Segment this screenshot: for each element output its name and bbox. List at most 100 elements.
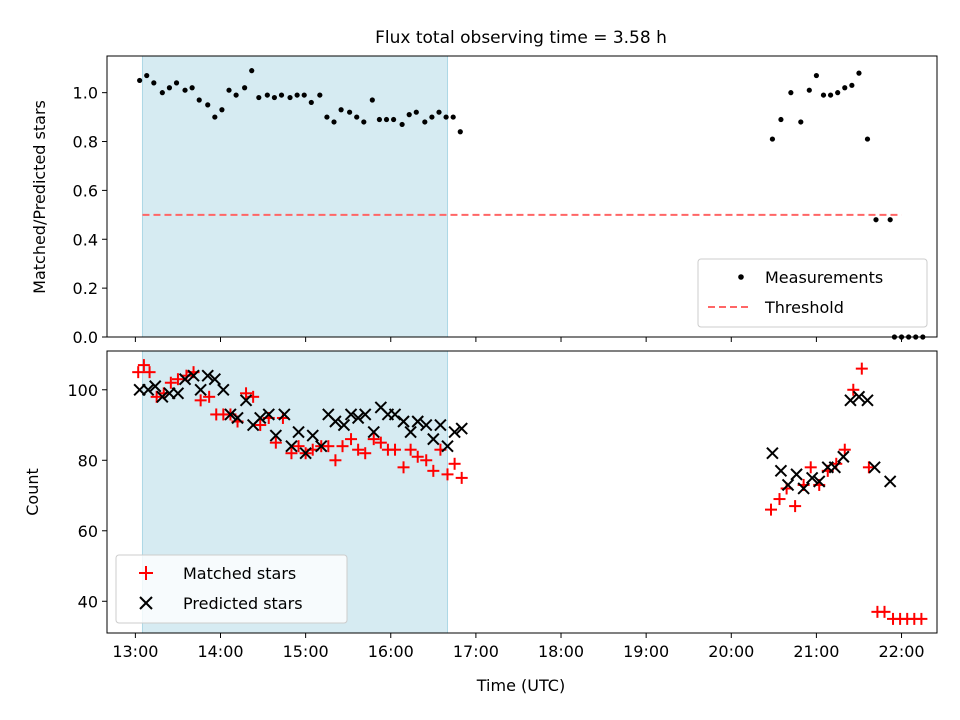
predicted-star-point [367, 425, 380, 439]
measurement-point [436, 109, 442, 115]
predicted-star-point [781, 478, 795, 492]
predicted-star-point [813, 475, 826, 488]
ratio-shaded-span [141, 55, 449, 338]
measurement-point [399, 121, 405, 128]
matched-star-point [878, 605, 891, 618]
measurement-point [842, 85, 848, 91]
matched-star-point [150, 390, 163, 403]
legend-predicted-label: Predicted stars [183, 594, 303, 613]
x-tick-label: 22:00 [878, 642, 924, 661]
matched-star-point [137, 359, 150, 372]
predicted-star-point [187, 369, 200, 382]
ratio-y-tick-label: 0.0 [73, 328, 98, 347]
measurement-point [249, 68, 255, 74]
measurement-point [317, 92, 323, 98]
measurement-point [144, 72, 150, 79]
matched-star-point [789, 500, 802, 513]
x-tick-label: 16:00 [368, 642, 414, 661]
measurement-point [205, 102, 211, 108]
matched-star-point [336, 440, 349, 453]
measurement-point [769, 136, 776, 142]
x-tick-label: 18:00 [538, 642, 584, 661]
count-legend: Matched stars Predicted stars [115, 554, 348, 624]
predicted-star-point [420, 418, 433, 432]
measurement-point [443, 114, 449, 120]
predicted-star-points [133, 369, 897, 495]
count-y-tick-label: 80 [78, 451, 98, 470]
predicted-star-point [868, 461, 881, 474]
matched-star-point [862, 461, 875, 474]
predicted-star-point [269, 429, 283, 442]
matched-star-point [411, 450, 424, 463]
predicted-star-point [774, 464, 788, 478]
count-y-axis-label: Count [23, 468, 42, 516]
measurement-point [376, 116, 383, 123]
measurement-points [137, 68, 926, 340]
legend-matched-label: Matched stars [183, 564, 296, 583]
matched-star-point [765, 503, 777, 516]
predicted-star-point [315, 439, 328, 453]
predicted-star-point [201, 369, 214, 382]
predicted-star-point [344, 408, 358, 421]
matched-star-point [855, 362, 868, 375]
predicted-star-point [455, 422, 468, 435]
count-y-tick-label: 60 [78, 522, 98, 541]
predicted-star-point [861, 394, 874, 407]
predicted-star-point [178, 372, 192, 386]
measurement-point [189, 85, 195, 91]
measurement-point [429, 114, 435, 120]
matched-star-points [132, 359, 928, 625]
measurement-point [331, 119, 337, 125]
ratio-y-axis-label: Matched/Predicted stars [30, 100, 49, 294]
ratio-y-tick-label: 1.0 [73, 84, 98, 103]
matched-star-point [143, 366, 156, 379]
matched-star-point [427, 464, 440, 477]
measurement-point [271, 94, 278, 101]
x-tick-label: 20:00 [708, 642, 754, 661]
predicted-star-point [171, 387, 185, 400]
ratio-panel: 0.0 0.2 0.4 0.6 0.8 1.0 Matched/Predicted sta… [30, 55, 938, 347]
matched-star-point [367, 433, 380, 446]
matched-star-point [389, 443, 402, 456]
legend-measurements-label: Measurements [765, 268, 883, 287]
predicted-star-point [254, 411, 267, 425]
measurement-point [798, 119, 804, 125]
measurement-point [242, 85, 248, 91]
predicted-star-point [852, 390, 866, 404]
ratio-y-tick-label: 0.8 [73, 133, 98, 152]
ratio-legend-box [697, 258, 928, 328]
measurement-point [196, 97, 202, 103]
measurement-point [849, 82, 855, 88]
measurement-point [354, 114, 360, 120]
predicted-star-point [329, 415, 342, 428]
legend-predicted-marker [139, 596, 153, 610]
predicted-star-point [217, 383, 230, 396]
predicted-star-point [299, 447, 312, 460]
measurement-point [835, 90, 841, 96]
predicted-star-point [359, 408, 372, 421]
predicted-star-point [883, 475, 897, 488]
count-y-tick-label: 100 [67, 381, 98, 400]
measurement-point [137, 77, 143, 84]
matched-star-point [441, 468, 454, 481]
measurement-point [264, 92, 270, 98]
measurement-point [806, 87, 812, 93]
x-tick-label: 15:00 [283, 642, 329, 661]
measurement-point [301, 92, 307, 98]
count-x-ticks: 13:00 14:00 15:00 16:00 17:00 18:00 19:00 20:00… [112, 633, 925, 661]
predicted-star-point [766, 447, 779, 460]
measurement-point [219, 107, 225, 113]
measurement-point [422, 119, 428, 125]
measurement-point [233, 92, 239, 98]
predicted-star-point [411, 415, 424, 428]
matched-star-point [359, 447, 372, 460]
measurement-point [413, 109, 419, 115]
predicted-star-point [427, 432, 440, 446]
matched-star-point [203, 390, 216, 403]
count-legend-box [115, 554, 348, 624]
measurement-point [287, 94, 293, 101]
matched-star-point [455, 471, 468, 484]
predicted-star-point [141, 383, 155, 396]
matched-star-point [254, 419, 267, 432]
